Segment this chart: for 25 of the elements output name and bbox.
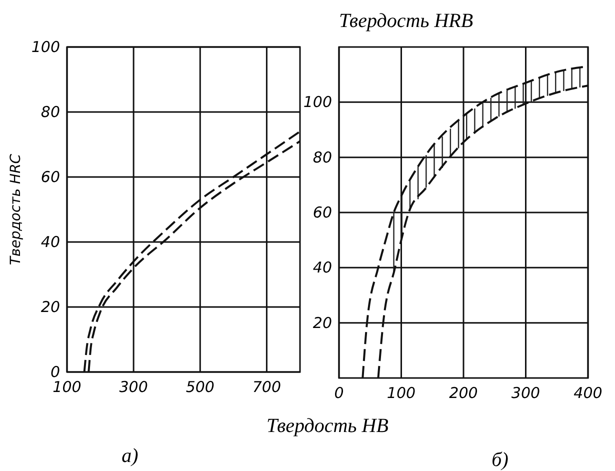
x-tick-label: 100 [52,378,82,396]
x-tick-label: 500 [186,378,214,396]
y-tick-label: 80 [312,148,332,166]
text: а) [122,445,139,467]
x-tick-label: 400 [574,384,602,402]
y-tick-label: 80 [40,103,60,121]
text: б) [492,449,509,471]
x-tick-label: 0 [334,384,344,402]
y-tick-label: 20 [312,314,332,332]
y-tick-label: 60 [312,204,332,222]
y-axis-title: Твердость HRB [339,10,474,32]
y-tick-label: 100 [31,38,60,56]
x-tick-label: 300 [119,378,148,396]
x-tick-label: 300 [511,384,540,402]
x-axis-title: Твердость HB [266,415,388,437]
y-tick-label: 60 [40,168,60,186]
y-tick-label: 20 [40,298,60,316]
y-tick-label: 100 [303,93,332,112]
x-tick-label: 700 [252,378,282,396]
x-tick-label: 100 [386,384,416,402]
y-tick-label: 0 [50,363,60,381]
y-tick-label: 40 [312,258,332,277]
x-tick-label: 200 [449,384,478,402]
y-tick-label: 40 [40,233,60,251]
y-axis-title: Твердость HRC [8,154,24,266]
